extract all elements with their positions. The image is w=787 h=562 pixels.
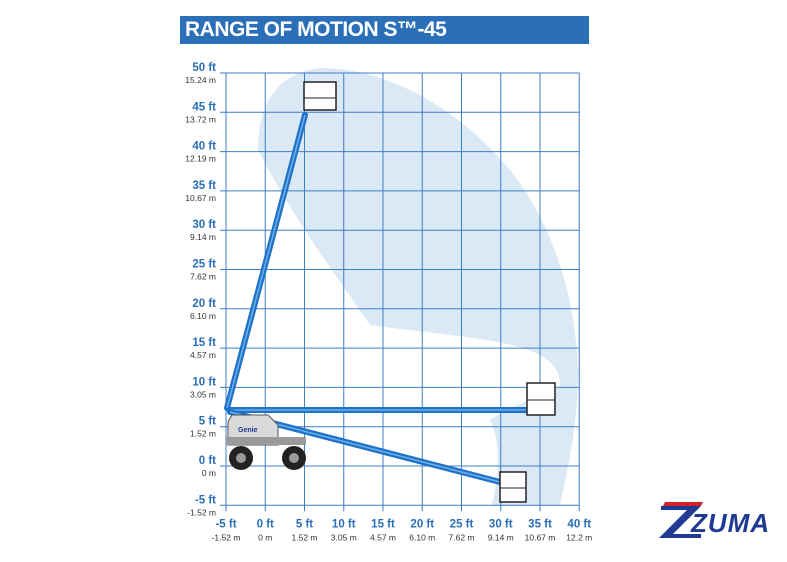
- genie-brand-label: Genie: [238, 427, 258, 434]
- zuma-wordmark: ZUMA: [691, 508, 771, 538]
- y-tick-label-m: 15.24 m: [185, 75, 216, 85]
- y-tick-label-m: 7.62 m: [190, 272, 216, 282]
- x-tick-label-m: 7.62 m: [449, 532, 475, 542]
- x-tick-label-ft: 15 ft: [371, 518, 395, 530]
- y-tick-label-m: 13.72 m: [185, 114, 216, 124]
- y-tick-label-m: 0 m: [202, 468, 216, 478]
- x-tick-label-m: 1.52 m: [292, 532, 318, 542]
- x-tick-label-ft: -5 ft: [215, 518, 236, 530]
- page-title: RANGE OF MOTION S™-45: [185, 18, 447, 41]
- y-tick-label-m: -1.52 m: [187, 507, 216, 517]
- x-tick-label-ft: 5 ft: [296, 518, 313, 530]
- zuma-logo-icon: [659, 502, 703, 538]
- y-tick-label-ft: 15 ft: [192, 337, 216, 349]
- y-tick-label-m: 3.05 m: [190, 389, 216, 399]
- x-tick-label-ft: 30 ft: [489, 518, 513, 530]
- x-tick-label-m: -1.52 m: [212, 532, 241, 542]
- y-tick-label-ft: 50 ft: [192, 62, 216, 74]
- y-tick-label-ft: 20 ft: [192, 298, 216, 310]
- working-envelope: [258, 68, 578, 505]
- zuma-logo: ZUMA: [657, 500, 771, 542]
- x-tick-label-ft: 40 ft: [567, 518, 591, 530]
- y-tick-label-m: 9.14 m: [190, 232, 216, 242]
- x-tick-label-ft: 25 ft: [450, 518, 474, 530]
- x-tick-label-m: 4.57 m: [370, 532, 396, 542]
- y-tick-label-ft: 45 ft: [192, 101, 216, 113]
- x-tick-label-ft: 0 ft: [257, 518, 274, 530]
- y-tick-label-ft: -5 ft: [195, 494, 216, 506]
- x-tick-label-m: 6.10 m: [409, 532, 435, 542]
- y-tick-label-ft: 10 ft: [192, 376, 216, 388]
- x-tick-label-m: 12.2 m: [566, 532, 592, 542]
- y-tick-label-ft: 25 ft: [192, 259, 216, 271]
- boom-lift-icon: Genie: [224, 81, 556, 503]
- x-tick-label-ft: 10 ft: [332, 518, 356, 530]
- x-tick-label-ft: 35 ft: [528, 518, 552, 530]
- y-tick-label-m: 4.57 m: [190, 350, 216, 360]
- x-tick-label-m: 3.05 m: [331, 532, 357, 542]
- y-tick-label-ft: 30 ft: [192, 219, 216, 231]
- y-tick-label-ft: 0 ft: [199, 455, 216, 467]
- y-tick-label-ft: 35 ft: [192, 180, 216, 192]
- y-tick-label-ft: 40 ft: [192, 141, 216, 153]
- y-tick-label-m: 6.10 m: [190, 311, 216, 321]
- x-tick-label-m: 9.14 m: [488, 532, 514, 542]
- title-banner: RANGE OF MOTION S™-45: [180, 16, 589, 44]
- y-tick-label-m: 10.67 m: [185, 193, 216, 203]
- y-tick-label-ft: 5 ft: [199, 416, 216, 428]
- x-tick-label-ft: 20 ft: [410, 518, 434, 530]
- y-tick-label-m: 12.19 m: [185, 154, 216, 164]
- x-tick-label-m: 10.67 m: [525, 532, 556, 542]
- x-tick-label-m: 0 m: [258, 532, 272, 542]
- y-tick-label-m: 1.52 m: [190, 429, 216, 439]
